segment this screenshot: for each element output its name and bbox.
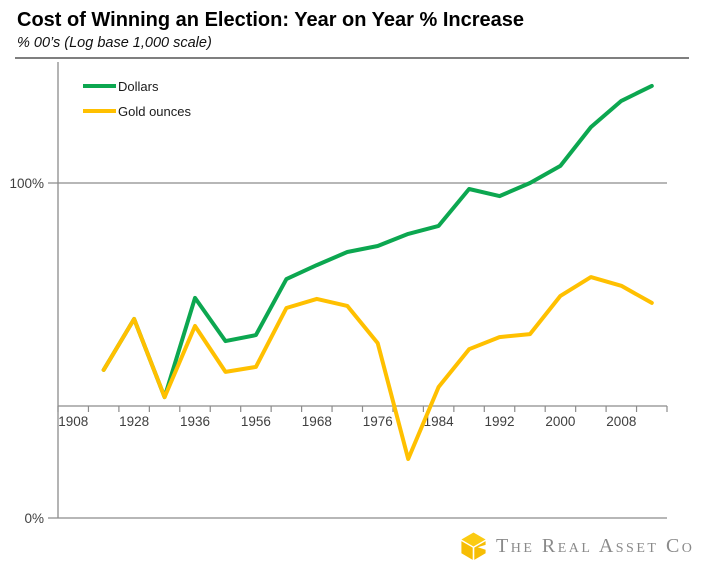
x-tick-label: 1968 [302,414,332,429]
x-tick-label: 1956 [241,414,271,429]
legend-item-dollars: Dollars [83,78,191,94]
legend: Dollars Gold ounces [83,78,191,128]
x-tick-label: 1984 [424,414,455,429]
legend-label-gold-ounces: Gold ounces [118,103,191,119]
brand-name: The Real Asset Co [496,535,695,557]
legend-item-gold-ounces: Gold ounces [83,103,191,119]
x-tick-label: 2000 [545,414,575,429]
y-tick-label-100pct: 100% [9,176,44,191]
x-tick-label: 1992 [485,414,515,429]
chart-subtitle: % 00’s (Log base 1,000 scale) [17,35,212,51]
legend-label-dollars: Dollars [118,78,159,94]
chart-title: Cost of Winning an Election: Year on Yea… [17,9,525,31]
header-divider [15,57,689,59]
x-tick-label: 2008 [606,414,636,429]
x-tick-label: 1936 [180,414,210,429]
x-tick-label: 1908 [58,414,88,429]
x-tick-label: 1928 [119,414,149,429]
gold-ounces-line-swatch [83,109,116,113]
real-asset-co-logo-icon [461,532,486,560]
x-tick-label: 1976 [363,414,393,429]
dollars-line-swatch [83,84,116,88]
series-line-gold-ounces [101,275,654,461]
brand-logo: The Real Asset Co [460,532,694,561]
series-line-dollars [101,83,654,400]
y-tick-label-0pct: 0% [24,511,44,526]
